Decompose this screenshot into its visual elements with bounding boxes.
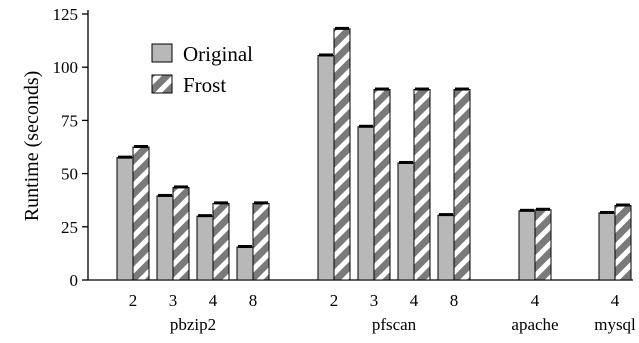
bar-frost xyxy=(333,28,351,281)
bar-original xyxy=(598,212,616,281)
group-label: apache xyxy=(511,315,558,334)
bar-original xyxy=(437,214,455,281)
y-tick-label: 25 xyxy=(61,218,78,237)
x-tick-label: 2 xyxy=(129,291,138,310)
legend-swatch-original xyxy=(151,43,173,63)
bar-frost xyxy=(172,186,190,281)
group-label: pbzip2 xyxy=(170,315,216,334)
error-bar-cap xyxy=(375,87,389,91)
bar-original xyxy=(317,54,335,281)
bar-original xyxy=(116,157,134,281)
x-labels-layer: 2 3 4 8 pbzip2 2 3 4 8 pfscan 4 apache 4 mysql xyxy=(129,291,636,334)
x-tick-label: 4 xyxy=(209,291,218,310)
legend-label-frost: Frost xyxy=(183,73,226,97)
error-bar-cap xyxy=(520,208,534,212)
bar-original xyxy=(156,195,174,281)
x-tick-label: 3 xyxy=(169,291,178,310)
error-bar-cap xyxy=(134,145,148,148)
x-tick-label: 2 xyxy=(330,291,339,310)
error-bar-cap xyxy=(335,26,349,30)
x-tick-label: 8 xyxy=(249,291,258,310)
error-bar-cap xyxy=(399,160,413,164)
y-tick-label: 100 xyxy=(53,58,79,77)
bars-layer xyxy=(116,26,632,281)
x-tick-label: 8 xyxy=(450,291,459,310)
error-bar-cap xyxy=(238,245,252,249)
error-bar-cap xyxy=(158,193,172,197)
x-tick-label: 3 xyxy=(370,291,379,310)
error-bar-cap xyxy=(118,155,132,159)
error-bar-cap xyxy=(536,207,550,211)
group-label: pfscan xyxy=(372,315,417,334)
error-bar-cap xyxy=(600,210,614,214)
error-bar-cap xyxy=(214,201,228,205)
legend-label-original: Original xyxy=(183,42,253,66)
error-bar-cap xyxy=(616,203,630,207)
legend-swatch-frost xyxy=(151,74,173,94)
bar-frost xyxy=(534,209,552,281)
error-bar-cap xyxy=(359,124,373,128)
error-bar-cap xyxy=(455,87,469,91)
y-tick-label: 0 xyxy=(70,271,79,290)
bar-frost xyxy=(373,89,391,281)
bar-frost xyxy=(212,202,230,281)
x-tick-label: 4 xyxy=(410,291,419,310)
error-bar-cap xyxy=(254,201,268,205)
bar-frost xyxy=(132,146,150,281)
bar-original xyxy=(196,215,214,281)
group-label: mysql xyxy=(594,315,636,334)
y-tick-label: 75 xyxy=(61,111,78,130)
bar-original xyxy=(236,246,254,281)
bar-frost xyxy=(252,202,270,281)
error-bar-cap xyxy=(439,213,453,217)
y-tick-label: 50 xyxy=(61,165,78,184)
error-bar-cap xyxy=(198,214,212,218)
error-bar-cap xyxy=(319,53,333,57)
error-bar-cap xyxy=(415,87,429,91)
bar-frost xyxy=(413,89,431,281)
error-bar-cap xyxy=(174,185,188,189)
bar-frost xyxy=(453,89,471,281)
y-axis-label: Runtime (seconds) xyxy=(21,71,43,222)
legend: Original Frost xyxy=(151,42,253,97)
y-tick-label: 125 xyxy=(53,5,79,24)
y-axis: 0 25 50 75 100 125 xyxy=(53,5,89,290)
x-tick-label: 4 xyxy=(531,291,540,310)
bar-original xyxy=(357,126,375,281)
bar-frost xyxy=(614,205,632,281)
bar-original xyxy=(518,210,536,281)
bar-original xyxy=(397,162,415,281)
x-tick-label: 4 xyxy=(611,291,620,310)
